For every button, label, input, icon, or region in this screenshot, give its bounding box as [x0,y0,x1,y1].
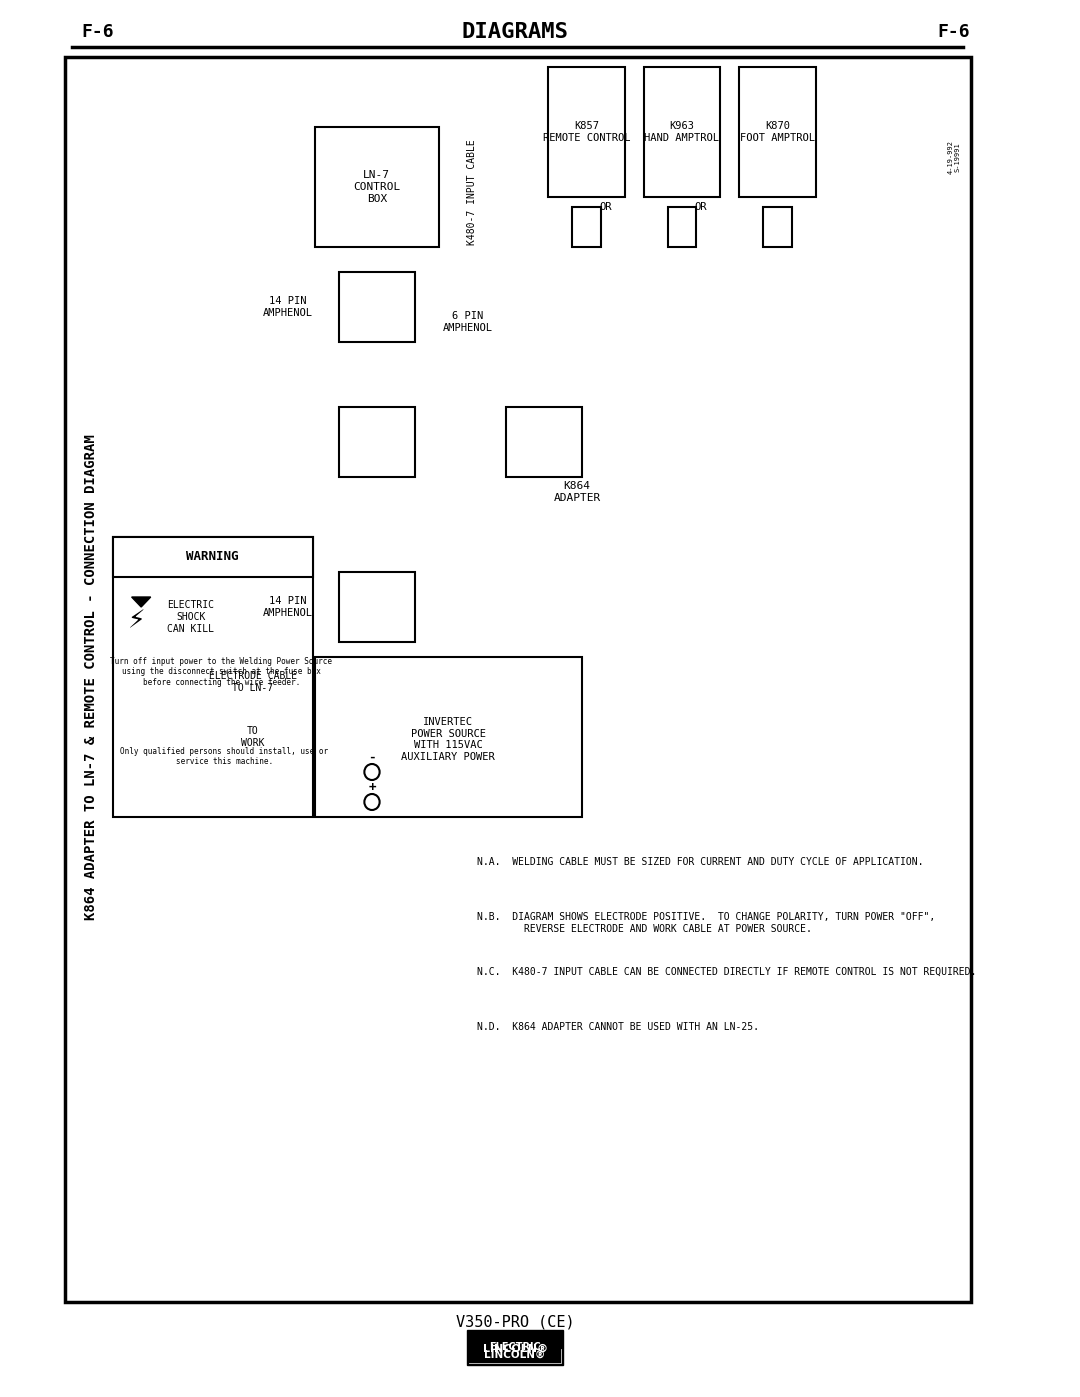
Text: 6 PIN
AMPHENOL: 6 PIN AMPHENOL [443,312,492,332]
Bar [314,127,438,247]
Text: K870
FOOT AMPTROL: K870 FOOT AMPTROL [740,122,815,142]
Bar [65,57,971,1302]
Text: N.D.  K864 ADAPTER CANNOT BE USED WITH AN LN-25.: N.D. K864 ADAPTER CANNOT BE USED WITH AN… [477,1023,759,1032]
Bar [339,571,415,643]
Bar [470,1350,561,1363]
Text: ELECTRODE CABLE
TO LN-7: ELECTRODE CABLE TO LN-7 [208,671,297,693]
Bar [470,1350,561,1363]
Bar [505,407,582,476]
Text: N.B.  DIAGRAM SHOWS ELECTRODE POSITIVE.  TO CHANGE POLARITY, TURN POWER "OFF",
 : N.B. DIAGRAM SHOWS ELECTRODE POSITIVE. T… [477,912,935,933]
Bar [572,207,600,247]
Polygon shape [132,597,151,608]
Text: 14 PIN
AMPHENOL: 14 PIN AMPHENOL [264,597,313,617]
Text: F-6: F-6 [937,22,970,41]
Text: K857
REMOTE CONTROL: K857 REMOTE CONTROL [543,122,631,142]
Bar [314,657,582,817]
Text: K864 ADAPTER TO LN-7 & REMOTE CONTROL - CONNECTION DIAGRAM: K864 ADAPTER TO LN-7 & REMOTE CONTROL - … [83,434,97,919]
Text: LN-7
CONTROL
BOX: LN-7 CONTROL BOX [353,170,401,204]
Bar [112,536,313,817]
Bar [468,1330,563,1365]
Bar [549,67,624,197]
Text: OR: OR [694,203,707,212]
Bar [112,536,313,577]
Text: ⚡: ⚡ [127,609,145,633]
Text: N.C.  K480-7 INPUT CABLE CAN BE CONNECTED DIRECTLY IF REMOTE CONTROL IS NOT REQU: N.C. K480-7 INPUT CABLE CAN BE CONNECTED… [477,967,976,977]
Text: LINCOLN®: LINCOLN® [483,1344,548,1354]
Text: DIAGRAMS: DIAGRAMS [461,22,568,42]
Bar [339,272,415,342]
Text: Turn off input power to the Welding Power Source
using the disconnect switch at : Turn off input power to the Welding Powe… [110,657,333,687]
Text: K864
ADAPTER: K864 ADAPTER [553,481,600,503]
Text: LINCOLN®: LINCOLN® [485,1350,545,1361]
Bar [739,67,815,197]
Text: N.A.  WELDING CABLE MUST BE SIZED FOR CURRENT AND DUTY CYCLE OF APPLICATION.: N.A. WELDING CABLE MUST BE SIZED FOR CUR… [477,856,923,868]
Bar [339,407,415,476]
Text: ELECTRIC
SHOCK
CAN KILL: ELECTRIC SHOCK CAN KILL [167,601,214,634]
Text: INVERTEC
POWER SOURCE
WITH 115VAC
AUXILIARY POWER: INVERTEC POWER SOURCE WITH 115VAC AUXILI… [402,717,495,761]
Text: OR: OR [599,203,612,212]
Text: TO
WORK: TO WORK [241,726,265,747]
Circle shape [364,764,380,780]
Text: WARNING: WARNING [187,550,239,563]
Bar [470,1350,561,1363]
Bar [644,67,720,197]
Text: +: + [368,781,376,793]
Text: ELECTRIC: ELECTRIC [489,1343,541,1352]
Text: K480-7 INPUT CABLE: K480-7 INPUT CABLE [468,140,477,244]
Text: Only qualified persons should install, use or
service this machine.: Only qualified persons should install, u… [120,747,328,767]
Text: -: - [368,750,376,764]
Text: 4-19-992
S-19991: 4-19-992 S-19991 [947,140,960,175]
Circle shape [364,793,380,810]
Text: V350-PRO (CE): V350-PRO (CE) [456,1315,575,1330]
Text: F-6: F-6 [81,22,113,41]
Text: 14 PIN
AMPHENOL: 14 PIN AMPHENOL [264,296,313,317]
Bar [764,207,792,247]
Text: K963
HAND AMPTROL: K963 HAND AMPTROL [645,122,719,142]
Bar [667,207,697,247]
